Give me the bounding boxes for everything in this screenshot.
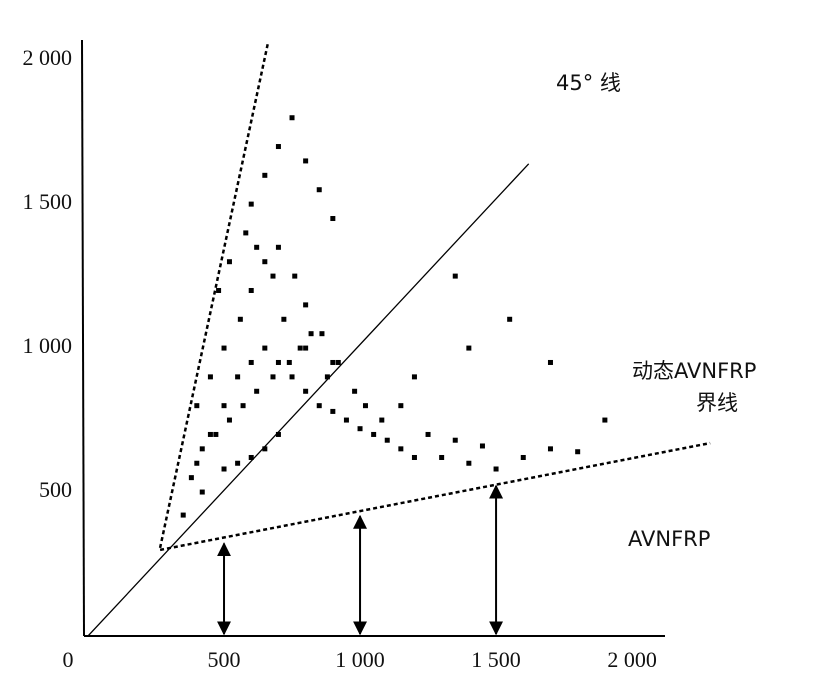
point [303,158,309,164]
point [194,403,200,409]
y-tick-label: 1 500 [23,189,73,214]
point [199,446,205,452]
point [547,446,553,452]
annotation: AVNFRP [628,527,710,551]
point [303,302,309,308]
point [281,316,287,322]
point [248,454,254,460]
point [289,115,295,121]
point [194,460,200,466]
point [398,403,404,409]
point [180,512,186,518]
point [335,359,341,365]
point [213,431,219,437]
point [575,449,581,455]
point [226,259,232,265]
point [330,408,336,414]
point [357,426,363,432]
point [330,216,336,222]
point [207,374,213,380]
point [384,437,390,443]
point [507,316,513,322]
point [411,454,417,460]
point [286,359,292,365]
x-tick-label: 2 000 [607,647,657,672]
y-axis [81,39,85,637]
point [324,374,330,380]
point [379,417,385,423]
point [452,437,458,443]
point [216,287,222,293]
point [330,359,336,365]
point [207,431,213,437]
point [188,475,194,481]
point [466,460,472,466]
point [602,417,608,423]
point [316,187,322,193]
point [237,316,243,322]
y-tick-label: 1 000 [23,333,73,358]
x-tick-label: 1 000 [335,647,385,672]
reference-line [87,163,530,637]
point [254,388,260,394]
point [270,374,276,380]
point [235,374,241,380]
point [243,230,249,236]
point [262,172,268,178]
point [254,244,260,250]
point [547,359,553,365]
point [493,466,499,472]
point [425,431,431,437]
point [362,403,368,409]
x-tick-label: 1 500 [471,647,521,672]
point [371,431,377,437]
point [319,331,325,337]
point [221,466,227,472]
point [221,345,227,351]
point [308,331,314,337]
point [248,359,254,365]
point [297,345,303,351]
point [303,345,309,351]
point [235,460,241,466]
reference-line [159,441,711,552]
point [303,388,309,394]
point [248,287,254,293]
x-tick-label: 500 [208,647,241,672]
point [275,244,281,250]
point [275,431,281,437]
point [270,273,276,279]
point [439,454,445,460]
reference-line [158,42,270,549]
point [226,417,232,423]
point [292,273,298,279]
point [452,273,458,279]
point [262,446,268,452]
point [275,144,281,150]
point [240,403,246,409]
point [479,443,485,449]
point [398,446,404,452]
point [316,403,322,409]
annotation: 45° 线 [556,71,621,95]
point [343,417,349,423]
annotation: 界线 [696,391,738,415]
y-tick-label: 500 [39,477,72,502]
point [289,374,295,380]
point [262,345,268,351]
point [221,403,227,409]
y-tick-label: 2 000 [23,45,73,70]
point [411,374,417,380]
point [520,454,526,460]
x-tick-label: 0 [63,647,74,672]
point [352,388,358,394]
point [466,345,472,351]
annotation: 动态AVNFRP [632,359,756,383]
point [199,489,205,495]
point [262,259,268,265]
point [275,359,281,365]
point [248,201,254,207]
